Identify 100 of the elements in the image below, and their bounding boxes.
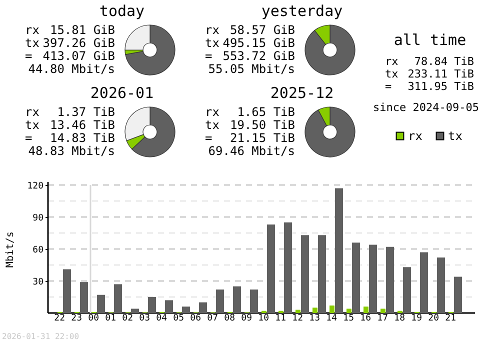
bar (369, 244, 377, 313)
bar (165, 300, 173, 313)
bar (199, 302, 207, 313)
bar (380, 308, 386, 313)
x-tick-label: 22 (54, 314, 65, 324)
bar (182, 306, 190, 313)
text: tx (25, 36, 40, 50)
bar (364, 306, 368, 313)
text: 44.80 Mbit/s (28, 62, 115, 76)
bar (63, 269, 71, 313)
x-tick-label: 07 (207, 314, 218, 324)
bar (233, 286, 241, 313)
bar (250, 290, 258, 313)
bar (352, 242, 360, 313)
text: since 2024-09-05 (373, 101, 479, 114)
legend-label: tx (448, 129, 462, 143)
x-tick-label: 23 (71, 314, 82, 324)
x-tick-label: 03 (139, 314, 150, 324)
text: 48.83 Mbit/s (28, 144, 115, 158)
bar (318, 235, 326, 313)
text: rx (205, 105, 220, 119)
text: = (25, 131, 32, 145)
y-tick-label: 90 (32, 214, 44, 224)
x-tick-label: 14 (326, 314, 337, 324)
x-tick-label: 11 (275, 314, 286, 324)
bar (284, 222, 292, 313)
x-tick-label: 17 (377, 314, 388, 324)
text: = (205, 131, 212, 145)
bar (131, 308, 139, 313)
text: 69.46 Mbit/s (208, 144, 295, 158)
x-tick-label: 10 (258, 314, 269, 324)
donut-slice (304, 24, 356, 76)
bar (312, 308, 318, 313)
y-tick-label: 30 (32, 278, 44, 288)
bar (420, 252, 428, 313)
x-tick-label: 02 (122, 314, 133, 324)
x-tick-label: 09 (241, 314, 252, 324)
x-tick-label: 12 (292, 314, 303, 324)
x-tick-label: 08 (224, 314, 235, 324)
text: tx (205, 118, 220, 132)
text: tx (205, 36, 220, 50)
text: 553.72 GiB (222, 49, 295, 63)
bar (335, 188, 343, 313)
chart-title: 2025-12 (270, 84, 334, 102)
bar (80, 282, 88, 313)
bar (148, 297, 156, 313)
text: rx (25, 23, 40, 37)
x-tick-label: 19 (411, 314, 422, 324)
chart-title: yesterday (261, 2, 343, 20)
text: 413.07 GiB (42, 49, 115, 63)
text: 55.05 Mbit/s (208, 62, 295, 76)
text: 495.15 GiB (222, 36, 295, 50)
text: 78.84 TiB (414, 55, 474, 68)
x-tick-label: 05 (173, 314, 184, 324)
bar (454, 276, 462, 313)
bar (437, 258, 445, 313)
y-axis-title: Mbit/s (5, 231, 16, 268)
text: tx (25, 118, 40, 132)
bar (267, 224, 275, 313)
text: 58.57 GiB (230, 23, 295, 37)
chart-title: today (99, 2, 145, 20)
bar (301, 235, 309, 313)
bar (403, 267, 411, 313)
text: = (25, 49, 32, 63)
bar (114, 284, 122, 313)
donut-slice (304, 106, 356, 158)
legend-label: rx (408, 129, 422, 143)
bar (330, 306, 334, 313)
x-tick-label: 15 (343, 314, 354, 324)
bar (296, 310, 300, 313)
text: 14.83 TiB (50, 131, 115, 145)
x-tick-label: 21 (445, 314, 456, 324)
x-tick-label: 01 (105, 314, 116, 324)
text: 397.26 GiB (42, 36, 115, 50)
x-tick-label: 13 (309, 314, 320, 324)
x-tick-label: 00 (88, 314, 99, 324)
text: tx (385, 68, 399, 80)
bar (386, 246, 394, 313)
text: all time (394, 31, 466, 49)
text: 13.46 TiB (50, 118, 115, 132)
text: 15.81 GiB (50, 23, 115, 37)
text: 1.65 TiB (237, 105, 295, 119)
text: rx (25, 105, 40, 119)
text: rx (205, 23, 220, 37)
text: 1.37 TiB (57, 105, 115, 119)
donut-slice (125, 24, 176, 76)
text: 233.11 TiB (408, 68, 474, 80)
text: 21.15 TiB (230, 131, 295, 145)
x-tick-label: 06 (190, 314, 201, 324)
y-tick-label: 60 (32, 246, 44, 256)
chart-title: 2026-01 (90, 84, 154, 102)
y-tick-label: 120 (27, 182, 44, 192)
text: rx (385, 55, 399, 68)
bar (97, 294, 105, 313)
text: 311.95 TiB (408, 80, 474, 93)
bar (346, 308, 352, 313)
text: = (205, 49, 212, 63)
x-tick-label: 16 (360, 314, 371, 324)
text: = (385, 80, 392, 93)
x-tick-label: 04 (156, 314, 167, 324)
